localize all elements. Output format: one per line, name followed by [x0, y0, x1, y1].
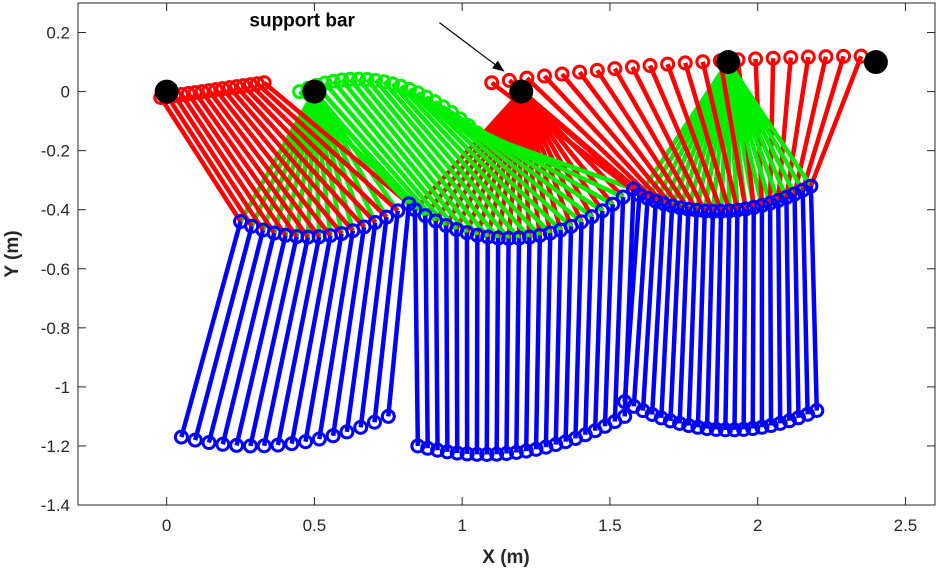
support-point	[155, 80, 179, 104]
x-tick-label: 0.5	[303, 516, 327, 535]
x-tick-label: 2.5	[894, 516, 918, 535]
y-tick-label: -1.2	[41, 437, 70, 456]
y-tick-label: 0	[61, 83, 70, 102]
leg-link-line	[734, 210, 737, 430]
leg-link-line	[457, 229, 458, 453]
y-tick-label: -1	[55, 378, 70, 397]
support-point	[864, 50, 888, 74]
leg-link-line	[487, 237, 488, 455]
y-tick-label: -0.4	[41, 201, 70, 220]
leg-link-line	[786, 197, 789, 420]
y-axis-label: Y (m)	[2, 230, 23, 277]
x-tick-label: 0	[162, 516, 171, 535]
leg-link-line	[753, 207, 754, 428]
y-tick-label: 0.2	[46, 24, 70, 43]
y-tick-label: -1.4	[41, 496, 70, 515]
support-point	[716, 50, 740, 74]
leg-link-line	[425, 216, 427, 449]
y-tick-label: -0.2	[41, 142, 70, 161]
support-point	[509, 80, 533, 104]
leg-link-line	[415, 210, 418, 446]
x-axis-label: X (m)	[482, 547, 530, 568]
x-tick-label: 1	[457, 516, 466, 535]
support-bar-annotation: support bar	[249, 11, 355, 32]
leg-link-line	[516, 238, 519, 452]
y-tick-label: -0.6	[41, 260, 70, 279]
leg-link-line	[446, 226, 447, 452]
y-tick-label: -0.8	[41, 319, 70, 338]
leg-link-line	[778, 201, 780, 424]
leg-link-line	[744, 209, 746, 429]
leg-link-line	[507, 238, 509, 453]
x-tick-label: 1.5	[598, 516, 622, 535]
leg-link-line	[497, 238, 499, 454]
leg-link-line	[436, 221, 438, 450]
x-tick-label: 2	[753, 516, 762, 535]
support-point	[302, 80, 326, 104]
leg-link-line	[770, 203, 771, 425]
